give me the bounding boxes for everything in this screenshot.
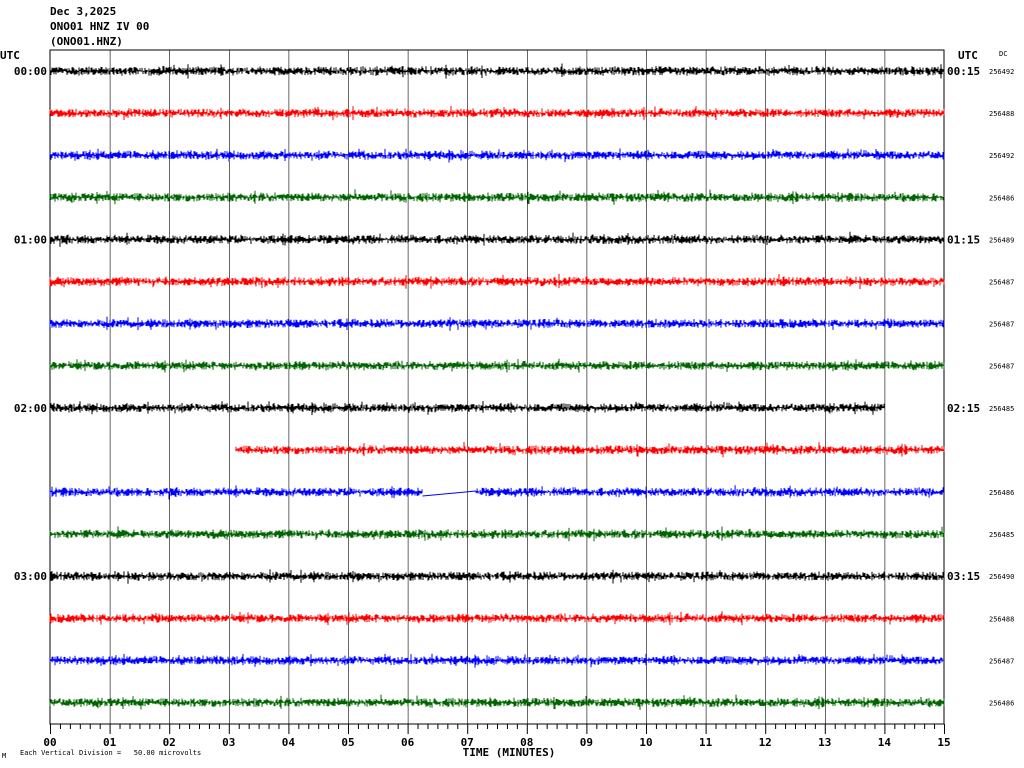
row-dc-value: 256487 [989, 363, 1014, 371]
chart-channel: (ONO01.HNZ) [50, 35, 123, 48]
row-time-right: 00:15 [947, 65, 980, 78]
trace-segment [235, 442, 945, 458]
x-axis-title: TIME (MINUTES) [463, 746, 556, 759]
left-utc-label: UTC [0, 49, 20, 62]
x-tick-label: 12 [759, 736, 772, 749]
row-dc-value: 256485 [989, 531, 1014, 539]
plot-frame [49, 49, 945, 725]
trace-segment [49, 694, 945, 710]
row-dc-value: 256492 [989, 152, 1014, 160]
x-tick-label: 01 [103, 736, 117, 749]
row-time-right: 01:15 [947, 233, 980, 246]
x-tick-label: 07 [461, 736, 474, 749]
row-dc-value: 256487 [989, 279, 1014, 287]
x-tick-label: 13 [818, 736, 831, 749]
dc-label: DC [999, 50, 1008, 58]
x-tick-label: 14 [878, 736, 892, 749]
row-dc-value: 256485 [989, 405, 1014, 413]
row-dc-value: 256487 [989, 321, 1014, 329]
scale-note: Each Vertical Division = 50.00 microvolt… [20, 749, 202, 757]
x-tick-label: 11 [699, 736, 713, 749]
row-dc-value: 256490 [989, 573, 1014, 581]
trace-segment [49, 148, 945, 163]
trace-segment [49, 653, 945, 668]
x-tick-label: 03 [222, 736, 235, 749]
x-tick-label: 05 [341, 736, 354, 749]
trace-segment [49, 485, 423, 500]
row-dc-value: 256492 [989, 68, 1014, 76]
row-time-left: 01:00 [14, 233, 47, 246]
trace-segment [49, 189, 945, 205]
trace-segment [475, 485, 944, 499]
row-time-left: 00:00 [14, 65, 47, 78]
row-dc-value: 256488 [989, 110, 1014, 118]
row-dc-value: 256486 [989, 489, 1014, 497]
x-tick-label: 08 [520, 736, 533, 749]
trace-segment [49, 569, 945, 584]
trace-segment [49, 316, 945, 331]
x-tick-label: 06 [401, 736, 415, 749]
trace-segment [49, 231, 945, 247]
row-dc-value: 256486 [989, 700, 1014, 708]
trace-segment [49, 106, 945, 121]
trace-segment [49, 358, 945, 373]
row-dc-value: 256488 [989, 615, 1014, 623]
row-dc-value: 256489 [989, 236, 1014, 244]
trace-segment [49, 273, 945, 289]
chart-station: ONO01 HNZ IV 00 [50, 20, 150, 33]
x-tick-label: 09 [580, 736, 593, 749]
x-tick-label: 02 [163, 736, 176, 749]
corner-mark: M [2, 752, 7, 760]
row-dc-value: 256487 [989, 657, 1014, 665]
row-time-right: 02:15 [947, 402, 980, 415]
row-time-left: 02:00 [14, 402, 47, 415]
trace-segment [49, 526, 945, 542]
x-tick-label: 04 [282, 736, 296, 749]
trace-segment [49, 401, 885, 416]
chart-date: Dec 3,2025 [50, 5, 117, 18]
x-tick-label: 15 [937, 736, 950, 749]
trace-segment [49, 611, 945, 626]
row-dc-value: 256486 [989, 194, 1014, 202]
right-utc-label: UTC [958, 49, 978, 62]
x-tick-label: 00 [43, 736, 56, 749]
trace-gap-connector [422, 490, 477, 497]
x-tick-label: 10 [639, 736, 652, 749]
row-time-left: 03:00 [14, 570, 47, 583]
trace-segment [49, 63, 945, 79]
row-time-right: 03:15 [947, 570, 980, 583]
